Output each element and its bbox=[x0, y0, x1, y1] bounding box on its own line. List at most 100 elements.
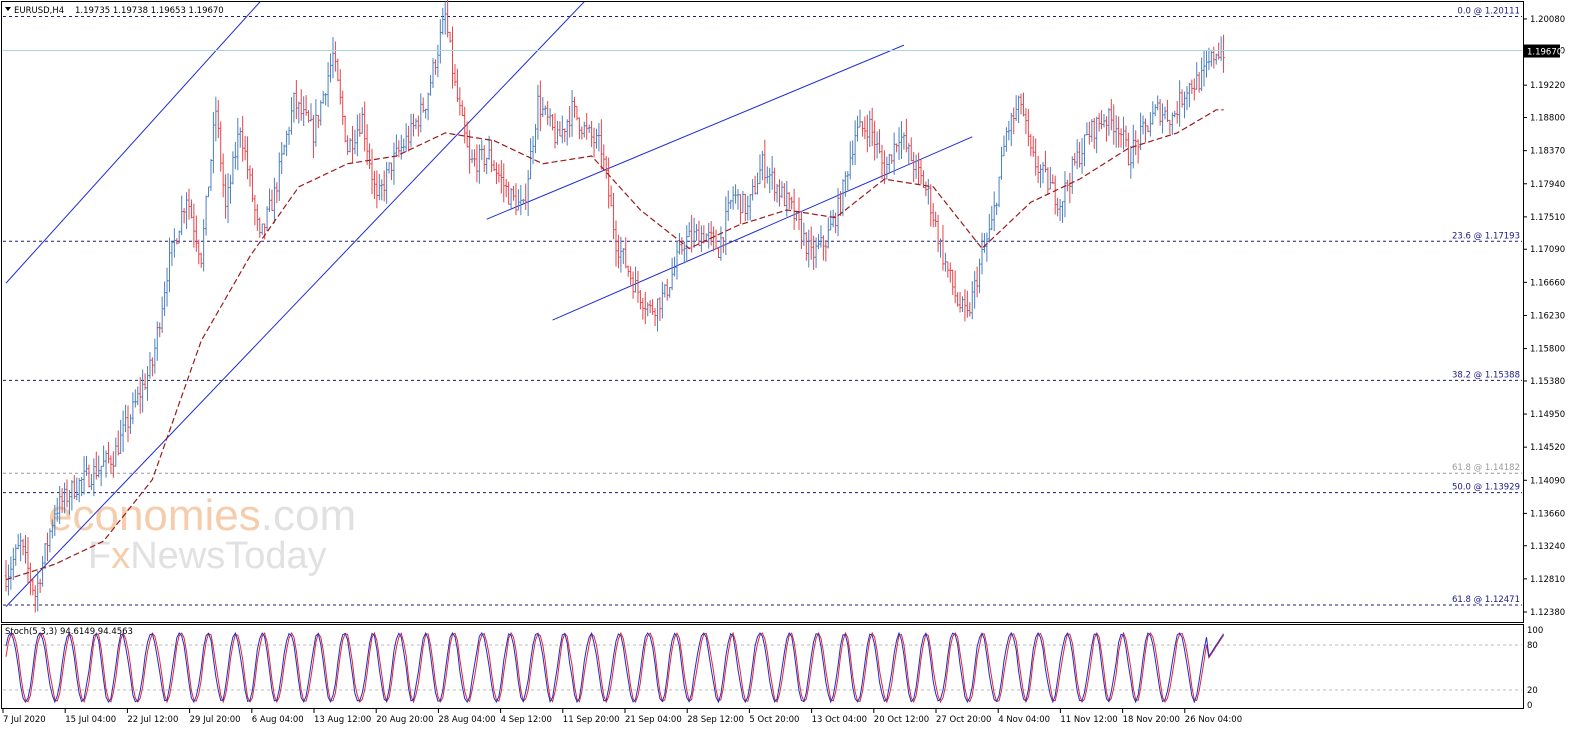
price-bar bbox=[651, 299, 654, 315]
price-bar bbox=[256, 204, 259, 231]
price-bar bbox=[375, 170, 379, 209]
stoch-axis-label: 100 bbox=[1527, 626, 1543, 636]
price-bar bbox=[485, 157, 488, 175]
price-bar bbox=[880, 144, 884, 179]
price-bar bbox=[917, 152, 920, 185]
price-bar bbox=[858, 109, 862, 128]
price-bar bbox=[68, 490, 71, 515]
price-bar bbox=[570, 90, 574, 137]
price-bar bbox=[724, 196, 727, 256]
price-bar bbox=[778, 179, 781, 207]
price-tick-label: 1.19220 bbox=[1530, 81, 1565, 91]
price-bar bbox=[97, 455, 100, 478]
price-bar bbox=[483, 145, 486, 173]
price-bar bbox=[875, 131, 879, 159]
price-bar bbox=[878, 129, 881, 154]
price-bar bbox=[558, 121, 562, 137]
price-bar bbox=[788, 192, 791, 210]
price-bar bbox=[607, 157, 610, 209]
collapse-triangle-icon[interactable] bbox=[5, 7, 11, 11]
fib-level-label: 0.0 @ 1.20111 bbox=[1457, 7, 1520, 17]
price-bar bbox=[473, 149, 476, 167]
price-bar bbox=[1222, 34, 1225, 73]
price-bar bbox=[1036, 155, 1040, 184]
price-bar bbox=[1193, 78, 1196, 101]
price-bar bbox=[280, 142, 283, 175]
price-bar bbox=[873, 120, 876, 161]
price-bar bbox=[902, 132, 906, 150]
price-bar bbox=[419, 93, 422, 133]
price-bar bbox=[814, 237, 818, 269]
price-bar bbox=[343, 115, 347, 143]
price-bar bbox=[370, 148, 374, 195]
price-bar bbox=[275, 182, 279, 204]
price-bar bbox=[885, 156, 889, 180]
price-bar bbox=[341, 90, 344, 125]
price-bar bbox=[180, 195, 183, 236]
price-bar bbox=[1183, 91, 1186, 119]
price-bar bbox=[648, 300, 652, 314]
price-bar bbox=[439, 19, 442, 64]
price-bar bbox=[307, 109, 310, 123]
price-bar bbox=[912, 151, 915, 183]
time-tick-label: 29 Jul 20:00 bbox=[190, 715, 241, 725]
time-tick-label: 28 Aug 04:00 bbox=[438, 715, 495, 725]
watermark: economies.com FxNewsToday bbox=[48, 491, 356, 577]
price-bar bbox=[1100, 110, 1103, 130]
price-bar bbox=[866, 114, 869, 153]
price-bar bbox=[21, 538, 25, 556]
price-bar bbox=[836, 188, 840, 237]
price-bar bbox=[258, 217, 261, 238]
price-bar bbox=[204, 195, 208, 236]
price-bar bbox=[587, 124, 591, 133]
price-bar bbox=[363, 101, 366, 152]
price-bar bbox=[131, 392, 135, 425]
fib-level-label: 61.8 @ 1.12471 bbox=[1452, 595, 1520, 605]
price-bar bbox=[1007, 120, 1011, 141]
price-bar bbox=[309, 103, 313, 122]
trend-line-channel-upper-outer bbox=[5, 2, 261, 284]
price-bar bbox=[297, 101, 300, 124]
price-bar bbox=[500, 159, 503, 194]
price-bar bbox=[1144, 118, 1147, 143]
price-bar bbox=[1156, 95, 1159, 111]
price-bar bbox=[475, 144, 479, 183]
price-bar bbox=[1049, 167, 1052, 190]
price-bar bbox=[1210, 49, 1213, 67]
price-bar bbox=[78, 478, 81, 503]
price-bar bbox=[1171, 112, 1174, 136]
price-bar bbox=[185, 192, 188, 229]
price-bar bbox=[1029, 133, 1032, 157]
price-bar bbox=[239, 127, 242, 148]
price-bar bbox=[756, 172, 759, 195]
price-bar bbox=[1149, 111, 1152, 137]
stoch-axis-label: 20 bbox=[1527, 686, 1538, 696]
price-bar bbox=[1215, 53, 1218, 65]
price-bar bbox=[578, 117, 581, 139]
price-bar bbox=[495, 162, 498, 185]
price-bar bbox=[392, 142, 396, 185]
price-bar bbox=[853, 120, 857, 166]
price-bar bbox=[165, 267, 169, 307]
price-bar bbox=[956, 292, 959, 307]
price-bar bbox=[168, 237, 171, 293]
price-bar bbox=[136, 386, 139, 406]
price-bar bbox=[1154, 104, 1157, 117]
price-bar bbox=[739, 194, 742, 225]
price-bar bbox=[353, 129, 357, 155]
price-bar bbox=[619, 236, 623, 273]
price-bar bbox=[751, 179, 754, 201]
price-bar bbox=[988, 213, 991, 243]
time-tick-label: 11 Nov 12:00 bbox=[1060, 715, 1117, 725]
price-bar bbox=[141, 369, 144, 413]
price-bar bbox=[544, 105, 547, 116]
price-bar bbox=[226, 173, 230, 224]
price-bar bbox=[348, 138, 352, 153]
price-bar bbox=[1195, 62, 1198, 90]
price-bar bbox=[507, 181, 510, 205]
price-bar bbox=[414, 118, 418, 130]
price-tick-label: 1.17940 bbox=[1530, 180, 1565, 190]
price-bar bbox=[243, 136, 247, 161]
price-bar bbox=[666, 278, 669, 301]
